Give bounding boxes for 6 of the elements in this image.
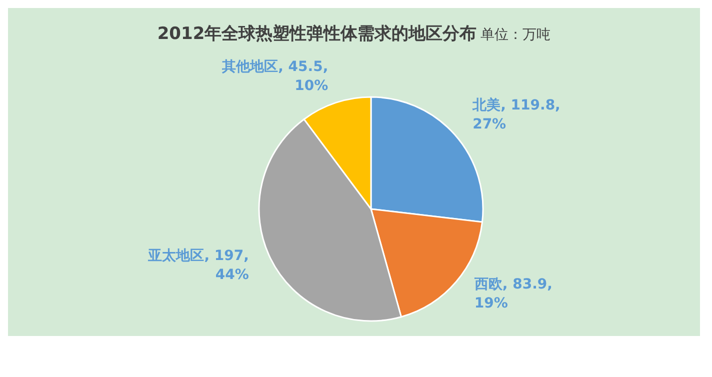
slice-label: 亚太地区, 197, 44%: [147, 248, 249, 284]
chart-subtitle: 单位：万吨: [480, 27, 551, 43]
chart-title: 2012年全球热塑性弹性体需求的地区分布: [157, 24, 477, 44]
slice-label: 北美, 119.8, 27%: [472, 96, 560, 133]
slice-label: 其他地区, 45.5, 10%: [221, 58, 328, 94]
slice-label: 西欧, 83.9, 19%: [473, 276, 552, 312]
